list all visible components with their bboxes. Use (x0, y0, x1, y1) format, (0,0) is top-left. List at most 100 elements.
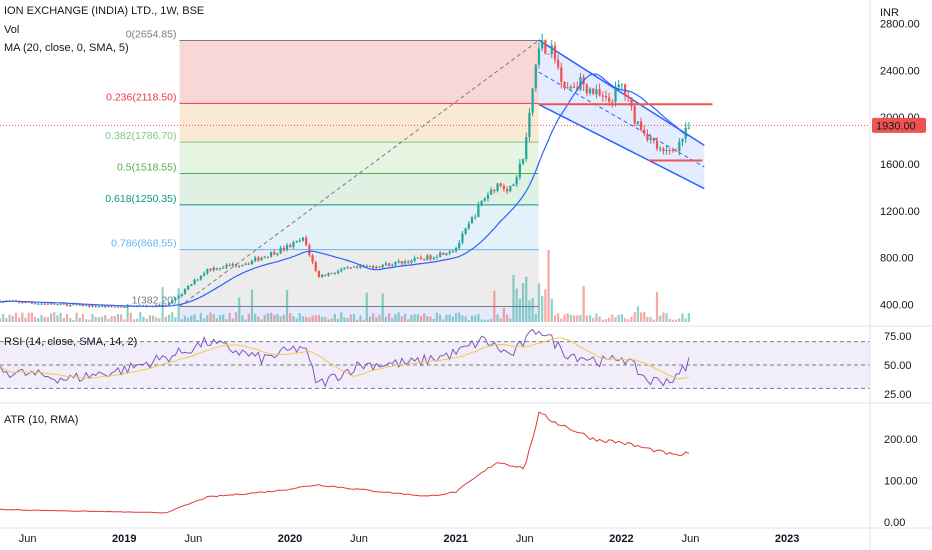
candle-body (269, 252, 273, 257)
candle-body (387, 263, 391, 267)
volume-bar (611, 314, 614, 322)
candle-body (301, 237, 305, 241)
volume-bar (327, 319, 330, 322)
volume-bar (448, 314, 451, 322)
volume-bar (158, 318, 161, 322)
volume-bar (206, 315, 209, 322)
volume-bar (400, 316, 403, 322)
candle-body (563, 81, 566, 88)
candle-body (509, 185, 512, 192)
candle-body (100, 305, 104, 307)
channel-fill (538, 39, 705, 189)
volume-bar (493, 290, 496, 322)
volume-bar (528, 300, 531, 322)
x-tick-label: Jun (184, 533, 202, 545)
candle-body (659, 148, 662, 150)
candle-body (33, 303, 37, 305)
volume-bar (5, 318, 8, 322)
volume-bar (375, 317, 378, 322)
fib-level-label: 1(382.20) (132, 295, 177, 307)
volume-bar (27, 312, 30, 322)
volume-bar (359, 315, 362, 322)
chart-title[interactable]: ION EXCHANGE (INDIA) LTD., 1W, BSE (4, 5, 205, 17)
rsi-ma-line (0, 337, 690, 380)
volume-bar (320, 316, 324, 322)
volume-bar (423, 313, 426, 322)
volume-bar (24, 317, 27, 322)
volume-bar (588, 315, 592, 322)
price-pane[interactable]: 0(2654.85) 0.236(2118.50) 0.382(1786.70) 0.… (0, 29, 870, 322)
candle-body (24, 301, 27, 303)
candle-body (298, 240, 301, 242)
candle-body (65, 304, 69, 307)
atr-tick-label: 100.00 (884, 476, 918, 488)
volume-bar (254, 313, 257, 322)
candle-body (448, 251, 451, 254)
volume-label[interactable]: Vol (4, 24, 20, 36)
candle-body (544, 40, 547, 54)
candle-body (439, 252, 442, 257)
y-tick-label: 400.00 (880, 299, 914, 311)
volume-bar (668, 318, 671, 322)
candle-body (250, 260, 254, 265)
volume-bar (183, 315, 187, 322)
volume-bar (537, 283, 541, 322)
atr-label[interactable]: ATR (10, RMA) (4, 414, 79, 426)
volume-bar (518, 298, 521, 322)
volume-bar (678, 318, 681, 322)
volume-bar (576, 315, 579, 322)
candle-body (521, 159, 525, 164)
volume-bar (132, 319, 136, 322)
volume-bar (314, 315, 317, 322)
volume-bar (655, 291, 659, 322)
rsi-label[interactable]: RSI (14, close, SMA, 14, 2) (4, 336, 138, 348)
volume-bar (81, 313, 85, 322)
candle-body (550, 45, 553, 54)
candle-body (183, 289, 187, 294)
currency-label: INR (880, 7, 899, 19)
volume-bar (234, 312, 238, 322)
volume-bar (120, 314, 123, 322)
candle-body (435, 256, 439, 258)
rsi-pane[interactable] (0, 328, 870, 389)
ma-label[interactable]: MA (20, close, 0, SMA, 5) (4, 42, 129, 54)
volume-bar (330, 318, 333, 322)
last-price-tag: 1930.00 (872, 117, 926, 133)
volume-bar (142, 316, 145, 322)
volume-bar (53, 312, 56, 322)
volume-bar (499, 318, 502, 322)
candle-body (432, 257, 435, 260)
volume-bar (675, 319, 678, 322)
volume-bar (340, 312, 343, 322)
candle-body (375, 266, 378, 269)
atr-pane[interactable] (0, 411, 690, 514)
rsi-tick-label: 75.00 (884, 331, 912, 343)
volume-bar (486, 319, 490, 322)
fib-level-label: 0.236(2118.50) (106, 91, 176, 103)
candle-body (681, 138, 684, 142)
candle-body (49, 303, 53, 305)
volume-bar (410, 314, 413, 322)
candle-body (416, 257, 419, 259)
candle-body (585, 84, 588, 94)
volume-bar (445, 314, 448, 322)
volume-bar (442, 319, 445, 322)
volume-bar (512, 275, 515, 322)
candle-body (407, 261, 410, 263)
candle-body (655, 140, 659, 149)
volume-bar (391, 317, 394, 322)
volume-bar (617, 314, 620, 322)
candle-body (595, 89, 598, 95)
volume-bar (343, 317, 346, 322)
fib-level-label: 0.382(1786.70) (105, 130, 176, 142)
volume-bar (582, 285, 585, 322)
channel-lower-line (538, 103, 705, 190)
volume-bar (8, 314, 11, 322)
volume-bar (490, 319, 493, 322)
fib-zone (179, 249, 539, 307)
volume-bar (30, 312, 34, 322)
volume-bar (94, 316, 97, 322)
volume-bar (413, 314, 416, 322)
candle-body (518, 163, 521, 178)
